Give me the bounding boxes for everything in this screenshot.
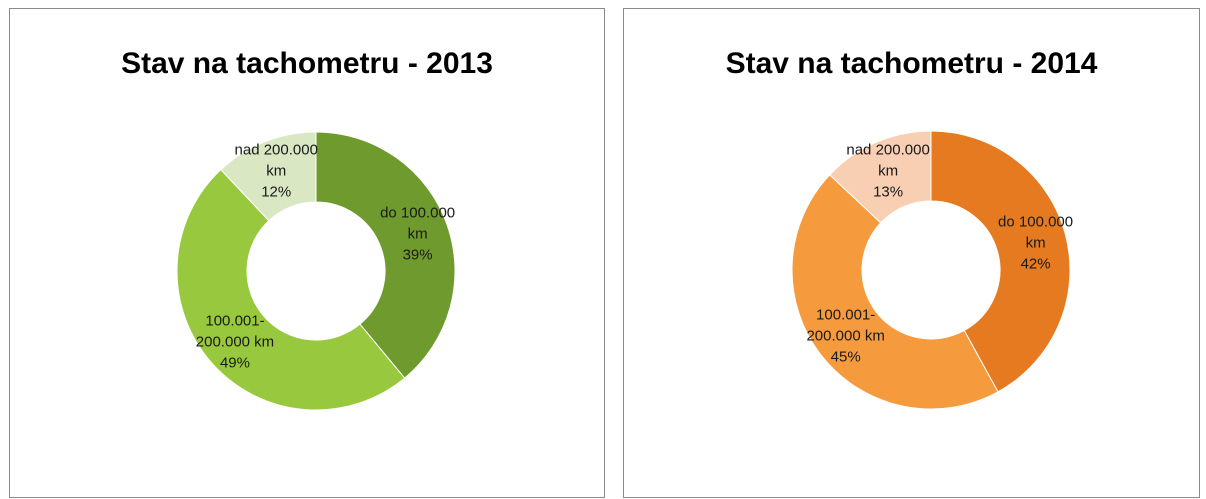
- data-label: 100.001-200.000 km 45%: [798, 305, 894, 368]
- data-label: nad 200.000 km 13%: [840, 139, 936, 202]
- chart-panel: Stav na tachometru - 2013 do 100.000 km 3…: [9, 8, 605, 498]
- donut-slice: [828, 130, 932, 224]
- donut-slice: [930, 130, 1071, 393]
- data-label: do 100.000 km 42%: [988, 212, 1084, 275]
- chart-title: Stav na tachometru - 2013: [121, 47, 493, 80]
- category-label: do 100.000 km: [998, 213, 1074, 252]
- category-label: nad 200.000 km: [234, 141, 318, 180]
- value-label: 12%: [261, 183, 292, 201]
- value-label: 42%: [1020, 255, 1051, 273]
- value-label: 49%: [219, 354, 250, 372]
- category-label: nad 200.000 km: [846, 141, 930, 180]
- donut-slice: [176, 168, 406, 411]
- value-label: 45%: [830, 348, 861, 366]
- data-label: 100.001-200.000 km 49%: [187, 311, 283, 374]
- donut-slice: [315, 131, 456, 379]
- data-label: do 100.000 km 39%: [370, 203, 466, 266]
- chart-panel: Stav na tachometru - 2014 do 100.000 km 4…: [623, 8, 1200, 498]
- value-label: 39%: [402, 246, 433, 264]
- donut: [791, 130, 1071, 410]
- category-label: do 100.000 km: [380, 204, 456, 243]
- category-label: 100.001-200.000 km: [806, 306, 885, 345]
- data-label: nad 200.000 km 12%: [228, 139, 324, 202]
- page: Stav na tachometru - 2013 do 100.000 km 3…: [9, 8, 1200, 498]
- donut: [176, 131, 456, 411]
- category-label: 100.001-200.000 km: [195, 312, 275, 351]
- donut-slice: [791, 174, 999, 410]
- value-label: 13%: [873, 183, 904, 201]
- chart-title: Stav na tachometru - 2014: [725, 47, 1098, 80]
- donut-slice: [220, 131, 317, 222]
